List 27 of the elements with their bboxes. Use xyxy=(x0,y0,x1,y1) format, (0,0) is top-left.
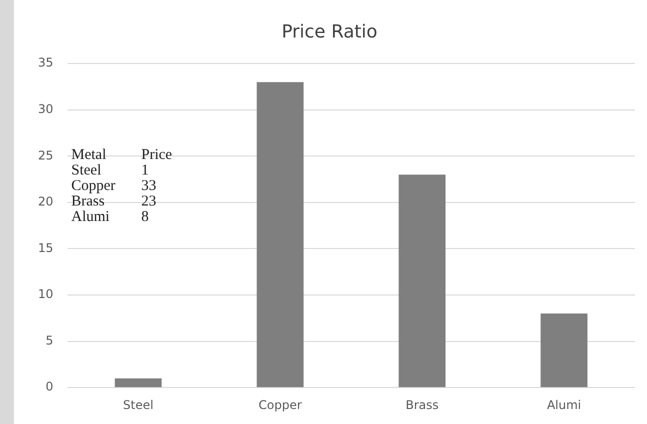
y-tick-label: 35 xyxy=(38,56,54,70)
annotation: Price xyxy=(141,147,172,164)
y-tick-label: 10 xyxy=(38,287,54,302)
annotation: 33 xyxy=(141,178,156,194)
x-tick-label: Alumi xyxy=(546,398,582,412)
y-tick-label: 15 xyxy=(38,240,54,255)
bar xyxy=(114,378,162,388)
annotation: Metal xyxy=(71,147,106,164)
y-tick-label: 25 xyxy=(38,148,54,162)
bar xyxy=(256,82,304,388)
annotation: 23 xyxy=(141,194,156,210)
annotation: Alumi xyxy=(71,209,110,226)
y-tick-label: 0 xyxy=(46,380,54,394)
chart-title: Price Ratio xyxy=(282,21,378,42)
bar xyxy=(398,174,446,388)
x-tick-label: Steel xyxy=(123,398,154,412)
y-tick-label: 30 xyxy=(38,102,54,116)
x-tick-label: Copper xyxy=(258,398,302,412)
y-tick-label: 5 xyxy=(46,333,54,348)
annotation: Copper xyxy=(71,178,116,194)
x-tick-label: Brass xyxy=(406,398,439,412)
annotation: 8 xyxy=(141,209,149,226)
bar xyxy=(540,314,588,388)
annotation: Steel xyxy=(71,162,102,179)
y-tick-label: 20 xyxy=(38,194,54,209)
annotation: 1 xyxy=(141,162,149,179)
annotation: Brass xyxy=(71,194,105,210)
